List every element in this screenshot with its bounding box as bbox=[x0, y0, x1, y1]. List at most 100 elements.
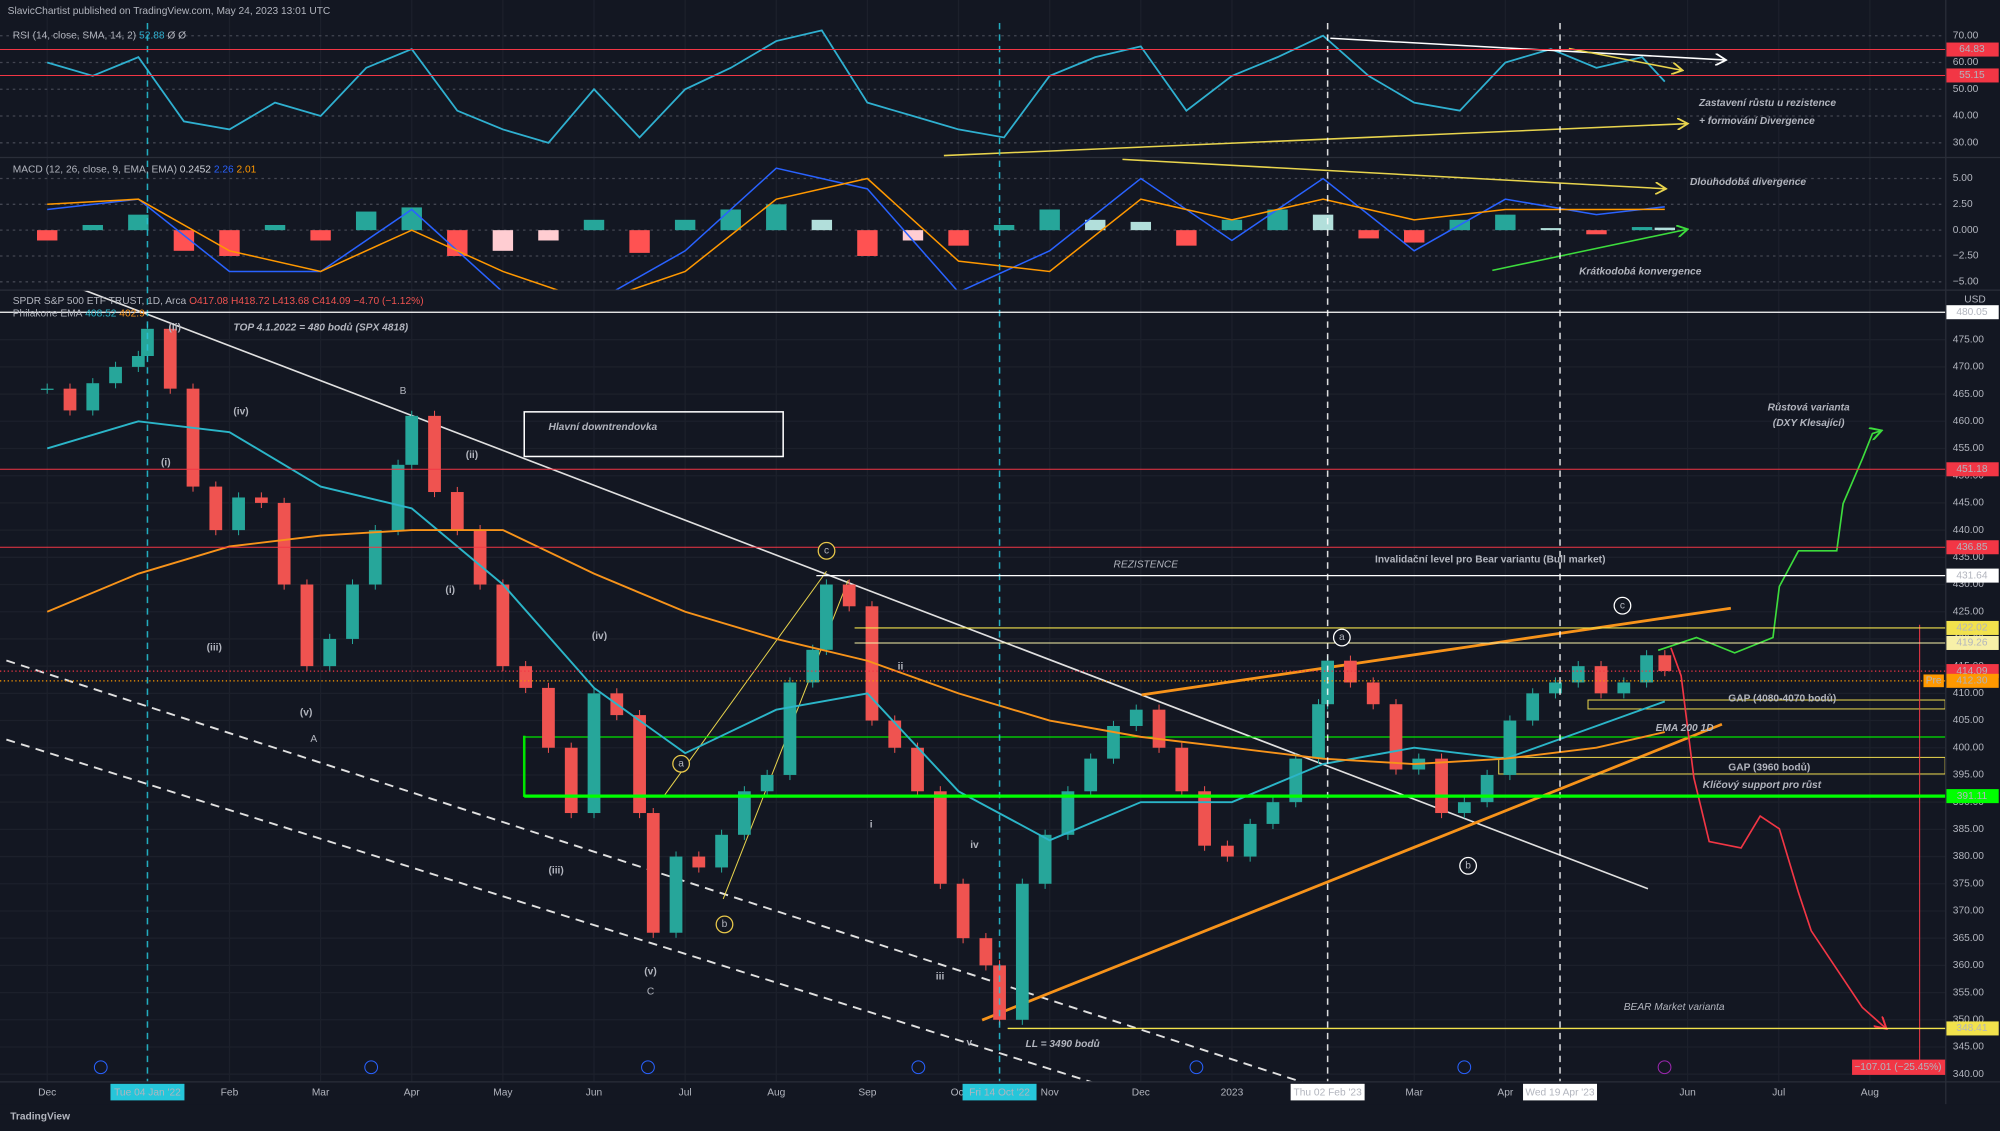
candle bbox=[738, 791, 751, 835]
annotation: LL = 3490 bodů bbox=[1026, 1038, 1101, 1050]
macd-hist-value: 0.2452 bbox=[180, 164, 211, 175]
rsi-trend bbox=[943, 124, 1686, 157]
annotation: Zastavení růstu u rezistence bbox=[1698, 97, 1836, 109]
signal-value: 2.01 bbox=[237, 164, 257, 175]
annotation: Klíčový support pro růst bbox=[1703, 779, 1822, 791]
candle bbox=[806, 649, 820, 683]
candle bbox=[86, 383, 100, 411]
level-label-bg bbox=[1946, 305, 1999, 320]
level-label: 348.41 bbox=[1956, 1023, 1987, 1034]
candle bbox=[109, 366, 122, 384]
candle bbox=[1366, 682, 1380, 705]
histogram-bar bbox=[902, 230, 924, 241]
x-tick-label: Oct bbox=[951, 1087, 967, 1098]
annotation: Růstová varianta bbox=[1768, 402, 1850, 414]
level-label-bg bbox=[1946, 68, 1999, 83]
macd-title: MACD (12, 26, close, 9, EMA, EMA) bbox=[13, 164, 177, 175]
annotation: (iv) bbox=[592, 631, 607, 642]
axis-unit: USD bbox=[1964, 294, 1986, 305]
candle bbox=[405, 415, 419, 465]
annotation: a bbox=[1339, 632, 1345, 643]
histogram-bar bbox=[401, 207, 422, 231]
level-label: 419.26 bbox=[1956, 638, 1987, 649]
y-tick-label: 30.00 bbox=[1953, 137, 1979, 148]
annotation: GAP (4080-4070 bodů) bbox=[1728, 692, 1836, 704]
x-tick-label: Nov bbox=[1041, 1087, 1060, 1098]
annotation: A bbox=[310, 734, 317, 745]
macd-value: 2.26 bbox=[214, 164, 234, 175]
histogram-bar bbox=[355, 211, 377, 231]
candle bbox=[391, 464, 405, 531]
histogram-bar bbox=[492, 230, 514, 251]
level-tag: Pre bbox=[1926, 676, 1942, 687]
wave-circle bbox=[715, 915, 734, 934]
x-tick-label: Mar bbox=[312, 1087, 330, 1098]
histogram-bar bbox=[1654, 227, 1676, 231]
y-tick-label: 355.00 bbox=[1953, 987, 1984, 998]
marker-label-bg bbox=[1290, 1083, 1365, 1101]
annotation: + formování Divergence bbox=[1699, 116, 1815, 127]
candle bbox=[911, 747, 924, 792]
x-tick-label: Sep bbox=[858, 1087, 876, 1098]
histogram-bar bbox=[1631, 227, 1653, 231]
candle bbox=[254, 497, 268, 503]
candle bbox=[1312, 704, 1325, 759]
y-tick-label: 360.00 bbox=[1953, 960, 1984, 971]
histogram-bar bbox=[538, 230, 559, 241]
annotation: ii bbox=[898, 662, 904, 673]
level-label-bg bbox=[1946, 540, 1999, 555]
histogram-bar bbox=[766, 204, 787, 231]
candle bbox=[368, 530, 382, 585]
candle bbox=[1061, 791, 1075, 835]
candle bbox=[760, 774, 774, 792]
y-tick-label: 445.00 bbox=[1953, 498, 1984, 509]
footer-bar bbox=[0, 1104, 2000, 1131]
y-tick-label: 440.00 bbox=[1953, 525, 1984, 536]
label-box bbox=[523, 411, 784, 458]
candle bbox=[692, 856, 706, 868]
candle bbox=[956, 883, 970, 939]
annotation: REZISTENCE bbox=[1114, 560, 1179, 571]
level-label: 431.64 bbox=[1956, 570, 1987, 581]
candle bbox=[63, 388, 77, 411]
candle bbox=[1198, 791, 1211, 846]
candle bbox=[163, 328, 177, 389]
candle bbox=[1457, 802, 1471, 814]
candle bbox=[1594, 666, 1608, 694]
candle bbox=[519, 666, 533, 688]
bull-path bbox=[1657, 431, 1880, 654]
annotation: (ii) bbox=[169, 322, 181, 333]
histogram-bar bbox=[219, 230, 240, 256]
level-label-bg bbox=[1946, 789, 1999, 804]
candle bbox=[715, 834, 728, 868]
candle bbox=[1389, 704, 1403, 770]
histogram-bar bbox=[1130, 221, 1152, 231]
candle bbox=[564, 747, 578, 814]
annotation: Hlavní downtrendovka bbox=[548, 422, 657, 433]
marker-label-bg bbox=[962, 1083, 1037, 1101]
wave-circle bbox=[672, 754, 691, 773]
histogram-bar bbox=[173, 230, 195, 251]
macd-trend bbox=[1122, 158, 1664, 188]
gap-box bbox=[1587, 699, 1946, 710]
candle bbox=[428, 415, 441, 493]
ema-legend: Philakone EMA 408.52 402.9 bbox=[13, 308, 145, 319]
y-tick-label: 475.00 bbox=[1953, 334, 1984, 345]
candle bbox=[1480, 774, 1494, 803]
level-label-bg bbox=[1946, 42, 1999, 57]
candle bbox=[131, 356, 145, 367]
y-tick-label: 400.00 bbox=[1953, 742, 1984, 753]
y-tick-label: 40.00 bbox=[1953, 111, 1979, 122]
histogram-bar bbox=[948, 230, 969, 246]
histogram-bar bbox=[1586, 230, 1607, 235]
rsi-trend bbox=[1568, 47, 1681, 70]
annotation: BEAR Market varianta bbox=[1624, 1002, 1725, 1013]
candle bbox=[587, 693, 601, 814]
y-tick-label: 345.00 bbox=[1953, 1042, 1984, 1053]
candle bbox=[1289, 758, 1303, 803]
wave-circle bbox=[817, 541, 836, 560]
level-label-bg bbox=[1946, 568, 1999, 583]
rsi-line bbox=[46, 29, 1666, 144]
